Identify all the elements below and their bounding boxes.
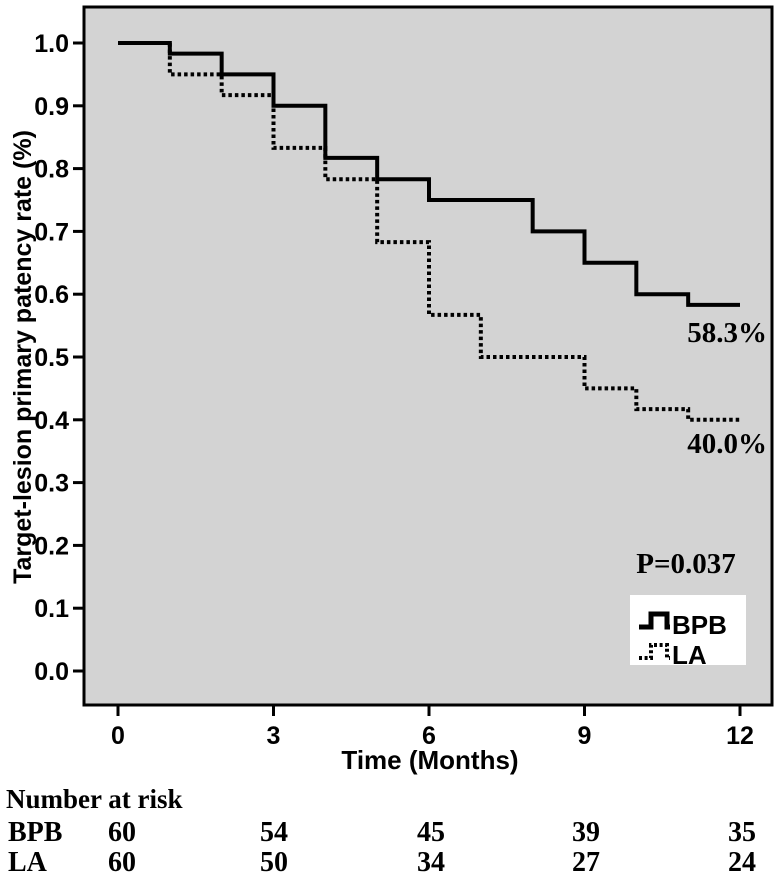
y-axis-tick-label: 0.4 [34, 407, 69, 435]
y-axis-tick-label: 0.9 [34, 93, 69, 121]
risk-value-la-0m: 60 [108, 847, 136, 877]
risk-value-la-9m: 27 [572, 847, 600, 877]
x-axis-title: Time (Months) [341, 745, 518, 775]
x-axis-tick-label: 0 [111, 722, 125, 750]
y-axis-tick-label: 0.8 [34, 156, 69, 184]
risk-row-la: LA 60 50 34 27 24 [0, 849, 780, 877]
y-axis-tick-label: 1.0 [34, 30, 69, 58]
risk-row-bpb: BPB 60 54 45 39 35 [0, 819, 780, 849]
risk-row-la-label: LA [8, 847, 47, 877]
risk-row-bpb-label: BPB [8, 817, 63, 848]
risk-value-la-12m: 24 [728, 847, 756, 877]
x-axis-tick-label: 6 [422, 722, 436, 750]
legend-bpb-label: BPB [672, 610, 727, 640]
risk-value-la-6m: 34 [417, 847, 445, 877]
y-axis-tick-label: 0.3 [34, 470, 69, 498]
x-axis-tick-label: 9 [578, 722, 592, 750]
series-bpb-line [118, 41, 740, 307]
y-axis-tick-label: 0.1 [34, 595, 69, 623]
legend-la-label: LA [672, 640, 707, 670]
y-axis-tick-label: 0.0 [34, 658, 69, 686]
risk-table-title: Number at risk [6, 784, 183, 814]
bpb-end-label: 58.3% [687, 317, 767, 349]
y-axis-tick-label: 0.5 [34, 344, 69, 372]
legend-box [630, 595, 746, 665]
y-axis-tick-label: 0.2 [34, 532, 69, 560]
risk-value-bpb-9m: 39 [572, 817, 600, 848]
survival-chart: 1.0 0.9 0.8 0.7 0.6 0.5 0.4 0.3 0.2 0.1 0.0 0 3 6 9 12 T… [9, 5, 774, 775]
x-axis-tick-label: 12 [726, 722, 754, 750]
risk-value-bpb-3m: 54 [260, 817, 288, 848]
y-axis-tick-label: 0.6 [34, 281, 69, 309]
plot-area [82, 5, 774, 707]
risk-table: Number at risk BPB 60 54 45 39 35 LA 60 … [0, 780, 780, 877]
series-la-line [118, 41, 740, 422]
risk-value-bpb-6m: 45 [417, 817, 445, 848]
y-axis-tick-label: 0.7 [34, 218, 69, 246]
y-axis-title: Target-lesion primary patency rate (%) [9, 130, 37, 584]
la-end-label: 40.0% [687, 428, 767, 460]
legend-bpb-glyph [639, 611, 670, 630]
risk-value-bpb-0m: 60 [108, 817, 136, 848]
risk-value-bpb-12m: 35 [728, 817, 756, 848]
risk-value-la-3m: 50 [260, 847, 288, 877]
legend-la-glyph [639, 643, 670, 660]
x-axis-tick-label: 3 [267, 722, 281, 750]
p-value-label: P=0.037 [636, 548, 736, 580]
